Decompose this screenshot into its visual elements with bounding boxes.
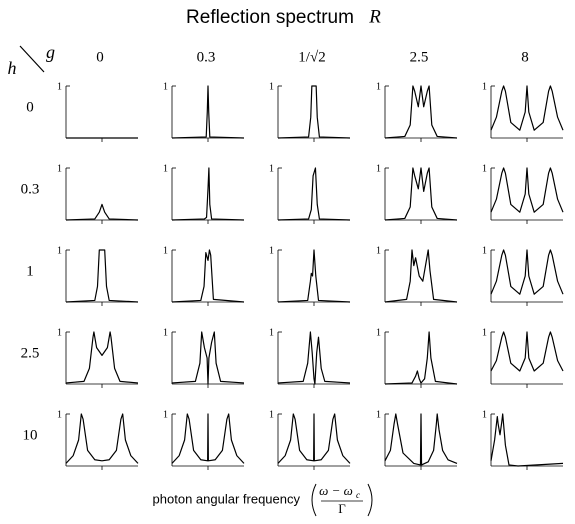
y-tick-label: 1: [57, 245, 62, 256]
column-label: 2.5: [410, 49, 429, 65]
spectrum-curve: [490, 249, 564, 295]
spectrum-curve: [171, 331, 245, 385]
row-label: 10: [23, 427, 38, 443]
spectrum-curve: [171, 85, 245, 139]
spectrum-curve: [277, 167, 351, 221]
spectrum-curve: [277, 331, 351, 385]
y-tick-label: 1: [269, 327, 274, 338]
column-label: 8: [521, 49, 529, 65]
y-tick-label: 1: [57, 327, 62, 338]
spectrum-curve: [490, 331, 564, 372]
header-divider: [19, 45, 45, 73]
y-tick-label: 1: [376, 163, 381, 174]
row-label: 0: [26, 99, 34, 115]
y-tick-label: 1: [163, 81, 168, 92]
y-tick-label: 1: [269, 409, 274, 420]
spectrum-curve: [65, 413, 139, 464]
spectrum-curve: [384, 85, 458, 139]
y-tick-label: 1: [163, 163, 168, 174]
formula-parens: [311, 483, 373, 517]
title-symbol: R: [368, 6, 381, 27]
y-tick-label: 1: [376, 81, 381, 92]
y-tick-label: 1: [482, 245, 487, 256]
formula-subscript: c: [356, 490, 360, 500]
y-tick-label: 1: [269, 163, 274, 174]
spectrum-curve: [490, 167, 564, 213]
spectrum-curve: [384, 167, 458, 221]
column-label: 1/√2: [298, 49, 325, 65]
y-tick-label: 1: [482, 409, 487, 420]
spectrum-curve: [171, 167, 245, 221]
y-tick-label: 1: [482, 163, 487, 174]
spectrum-curve: [384, 249, 458, 303]
spectrum-curve: [490, 413, 564, 467]
column-label: 0.3: [197, 49, 216, 65]
spectrum-curve: [277, 249, 351, 303]
spectrum-curve: [171, 413, 245, 464]
spectrum-curve: [277, 413, 351, 464]
y-tick-label: 1: [269, 245, 274, 256]
spectrum-curve: [65, 249, 139, 303]
formula-denominator: Γ: [338, 501, 346, 516]
y-tick-label: 1: [163, 327, 168, 338]
y-tick-label: 1: [482, 327, 487, 338]
spectrum-curve: [490, 85, 564, 131]
y-tick-label: 1: [163, 245, 168, 256]
x-axis-label: photon angular frequency: [153, 491, 301, 506]
y-tick-label: 1: [376, 409, 381, 420]
row-label: 0.3: [21, 181, 40, 197]
y-tick-label: 1: [163, 409, 168, 420]
y-tick-label: 1: [57, 163, 62, 174]
y-tick-label: 1: [482, 81, 487, 92]
spectrum-curve: [384, 413, 458, 466]
spectrum-curve: [65, 203, 139, 221]
spectrum-curve: [65, 331, 139, 384]
y-tick-label: 1: [376, 327, 381, 338]
y-tick-label: 1: [376, 245, 381, 256]
y-tick-label: 1: [57, 81, 62, 92]
row-label: 1: [26, 263, 34, 279]
spectrum-curve: [384, 331, 458, 385]
spectrum-curve: [277, 85, 351, 139]
column-label: 0: [96, 49, 104, 65]
y-tick-label: 1: [269, 81, 274, 92]
column-axis-symbol: g: [46, 42, 55, 62]
row-label: 2.5: [21, 345, 40, 361]
figure-title: Reflection spectrum: [186, 7, 354, 28]
spectrum-curve: [171, 249, 245, 303]
formula-numerator: ω − ω: [319, 483, 353, 498]
row-axis-symbol: h: [8, 58, 17, 78]
y-tick-label: 1: [57, 409, 62, 420]
